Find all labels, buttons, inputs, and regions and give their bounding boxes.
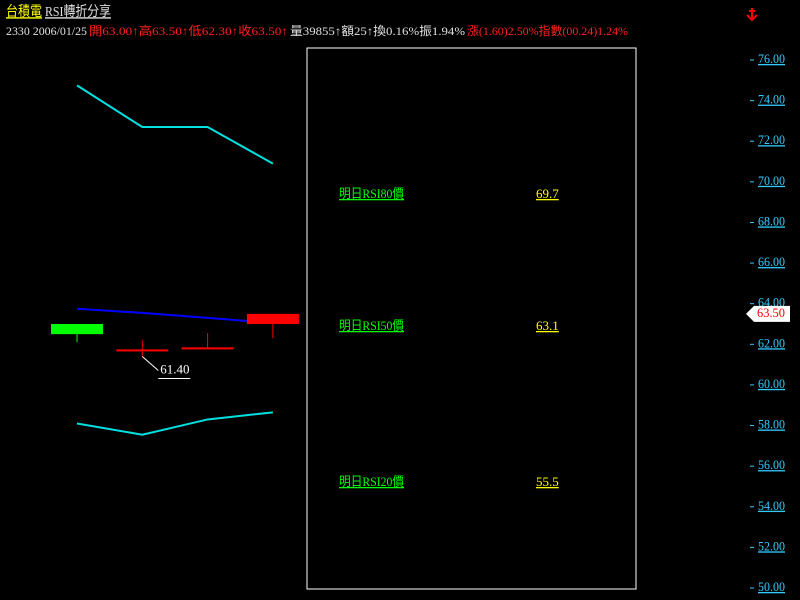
popup-box xyxy=(306,47,637,590)
popup-label: 明日RSI50價 xyxy=(339,318,404,333)
y-tick-label: 66.00 xyxy=(758,254,785,269)
popup: 明日RSI80價 69.7 明日RSI50價 63.1 明日RSI20價 55.5 xyxy=(306,47,637,590)
candle-body xyxy=(246,313,299,324)
stock-name[interactable]: 台積電 xyxy=(6,4,42,20)
anchor-icon[interactable] xyxy=(746,8,758,22)
popup-value: 63.1 xyxy=(536,318,559,333)
candle-body xyxy=(116,349,169,352)
prices: 開63.00↑高63.50↑低62.30↑收63.50↑ xyxy=(89,23,288,38)
candle-body xyxy=(51,324,103,335)
plot: 76.0074.0072.0070.0068.0066.0064.0062.00… xyxy=(51,51,790,594)
y-tick-label: 60.00 xyxy=(758,376,785,391)
price-marker-label: 63.50 xyxy=(757,305,785,320)
popup-label: 明日RSI20價 xyxy=(339,474,404,489)
indicator-line xyxy=(76,84,274,165)
popup-label: 明日RSI80價 xyxy=(339,186,404,201)
popup-value: 55.5 xyxy=(536,474,559,489)
info: 2330 2006/01/25 xyxy=(6,24,87,38)
indicator-line xyxy=(76,307,273,324)
volume: 量39855↑額25↑換0.16%振1.94% xyxy=(290,24,465,38)
y-tick-label: 68.00 xyxy=(758,213,785,228)
y-tick-label: 56.00 xyxy=(758,457,785,472)
low-label: 61.40 xyxy=(160,361,189,376)
price-marker xyxy=(746,305,790,322)
link[interactable]: RSI轉折分享 xyxy=(45,3,111,20)
y-tick-label: 72.00 xyxy=(758,132,785,147)
y-tick-label: 62.00 xyxy=(758,335,785,350)
y-tick-label: 50.00 xyxy=(758,579,785,594)
indicator-line xyxy=(76,411,274,436)
y-tick-label: 54.00 xyxy=(758,498,785,513)
y-tick-label: 52.00 xyxy=(758,538,785,553)
candle-body xyxy=(181,347,234,350)
y-tick-label: 76.00 xyxy=(758,51,785,66)
popup-value: 69.7 xyxy=(536,186,559,201)
y-tick-label: 58.00 xyxy=(758,417,785,432)
change: 漲(1.60)2.50%指數(00.24)1.24% xyxy=(467,23,628,38)
low-leader xyxy=(141,356,159,371)
y-tick-label: 74.00 xyxy=(758,92,785,107)
y-tick-label: 70.00 xyxy=(758,173,785,188)
